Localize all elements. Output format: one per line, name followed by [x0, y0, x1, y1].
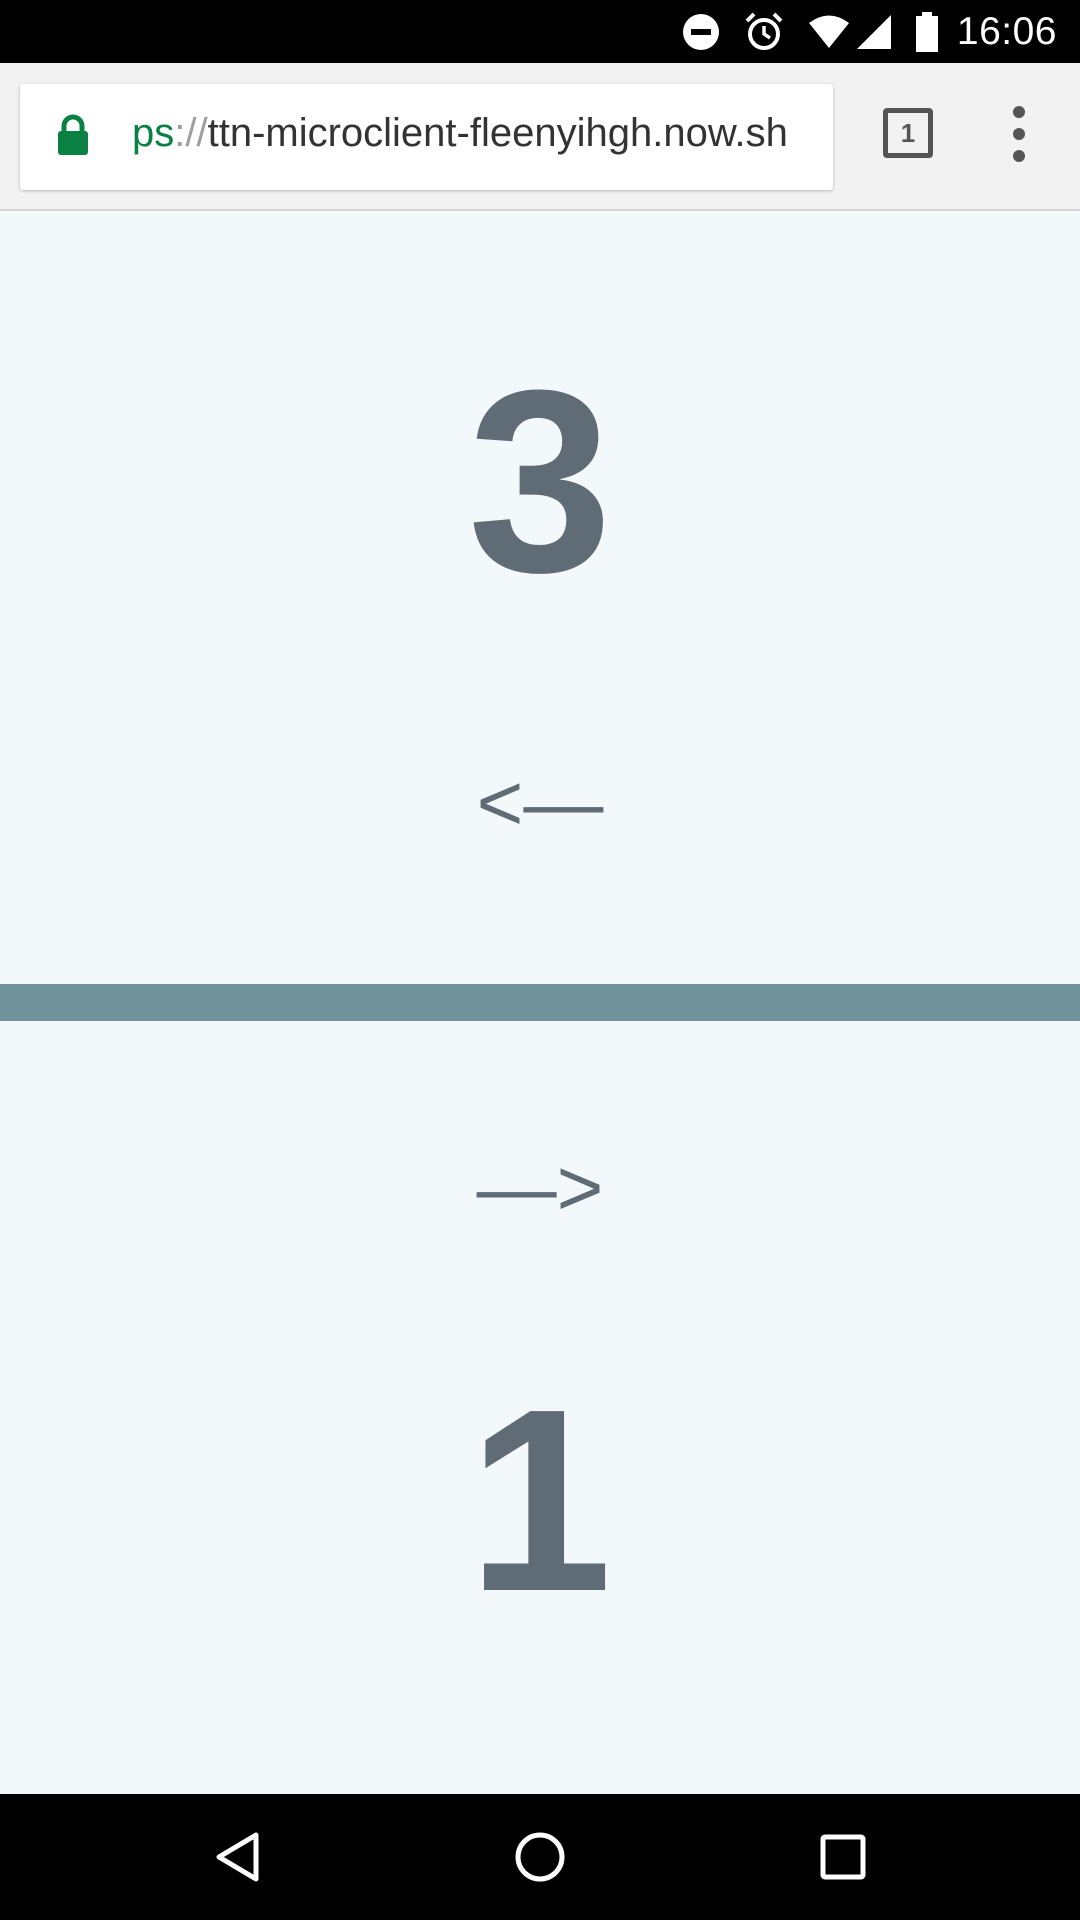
status-icons: 16:06 [681, 0, 1080, 63]
wifi-icon [808, 15, 849, 48]
lock-icon [58, 114, 88, 155]
url-separator: :// [174, 111, 208, 155]
top-number[interactable]: 3 [467, 337, 613, 627]
recents-button[interactable] [808, 1822, 878, 1892]
url-bar[interactable]: ps://ttn-microclient-fleenyihgh.now.sh [20, 84, 833, 190]
status-bar: 16:06 [0, 0, 1080, 63]
url-scheme: ps [132, 111, 175, 155]
url-host: ttn-microclient-fleenyihgh.now.sh [207, 111, 788, 155]
url-text[interactable]: ps://ttn-microclient-fleenyihgh.now.sh [132, 111, 788, 156]
do-not-disturb-icon [682, 13, 719, 50]
home-icon [515, 1832, 565, 1882]
status-clock: 16:06 [956, 9, 1057, 53]
battery-icon [915, 11, 938, 52]
signal-icon [856, 14, 891, 49]
page-content: 3 <— —> 1 [0, 211, 1080, 1794]
browser-toolbar: ps://ttn-microclient-fleenyihgh.now.sh 1 [0, 63, 1080, 211]
recents-icon [820, 1834, 866, 1880]
home-button[interactable] [505, 1822, 575, 1892]
bottom-number[interactable]: 1 [467, 1356, 613, 1646]
back-icon [216, 1832, 259, 1882]
back-button[interactable] [202, 1822, 272, 1892]
divider [0, 984, 1080, 1021]
tab-count: 1 [900, 117, 916, 148]
tab-switcher-button[interactable]: 1 [883, 108, 933, 158]
overflow-menu-icon[interactable] [1004, 106, 1034, 162]
alarm-icon [745, 12, 783, 50]
navigation-bar [0, 1794, 1080, 1920]
left-arrow[interactable]: <— [476, 758, 604, 847]
right-arrow[interactable]: —> [476, 1143, 604, 1232]
